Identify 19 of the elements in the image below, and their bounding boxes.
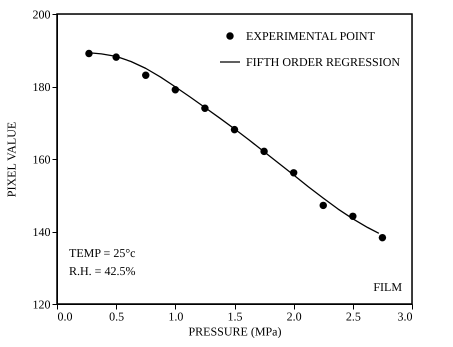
y-tick-label: 200 <box>32 8 50 22</box>
legend-label: EXPERIMENTAL POINT <box>246 29 376 43</box>
x-tick-label: 0.0 <box>58 310 72 324</box>
x-tick-label: 0.5 <box>109 310 124 324</box>
y-tick-label: 120 <box>32 298 50 312</box>
y-axis-title: PIXEL VALUE <box>4 122 18 198</box>
y-tick-label: 160 <box>32 152 50 166</box>
legend-label: FIFTH ORDER REGRESSION <box>246 55 400 69</box>
x-tick-label: 3.0 <box>398 310 412 324</box>
annotation: FILM <box>373 280 402 294</box>
annotation: TEMP = 25°c <box>69 246 136 260</box>
annotation: R.H. = 42.5% <box>69 264 136 278</box>
x-tick-label: 1.5 <box>228 310 242 324</box>
x-tick-label: 2.0 <box>286 310 302 324</box>
x-tick-label: 1.0 <box>168 310 184 324</box>
y-tick-label: 140 <box>32 225 50 239</box>
x-tick-label: 2.5 <box>346 310 361 324</box>
y-tick-label: 180 <box>32 80 50 94</box>
x-axis-title: PRESSURE (MPa) <box>188 324 282 338</box>
